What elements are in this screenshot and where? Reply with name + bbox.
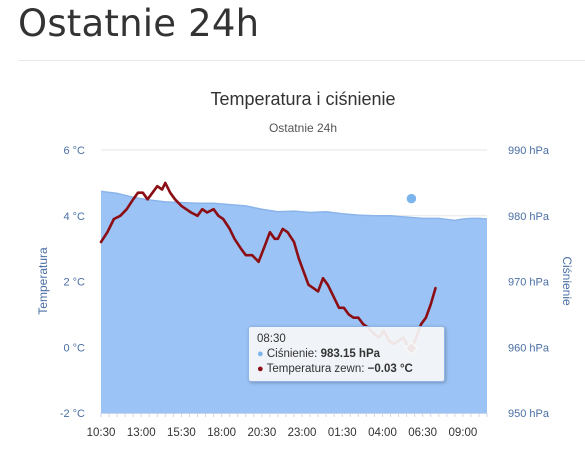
chart-subtitle: Ostatnie 24h — [269, 121, 337, 135]
x-tick-label: 20:30 — [247, 427, 276, 439]
y-right-tick-label: 970 hPa — [508, 277, 550, 289]
heading-divider — [18, 60, 585, 61]
pressure-hover-point — [405, 192, 418, 205]
axes: -2 °C 950 hPa 0 °C 960 hPa 2 °C 970 hPa 4 °C 98… — [60, 145, 550, 439]
y-axis-right-title: Ciśnienie — [560, 256, 574, 306]
x-tick-label: 10:30 — [87, 427, 116, 439]
page-heading: Ostatnie 24h — [18, 2, 260, 45]
x-tick-label: 06:30 — [408, 427, 437, 439]
y-axis-left-title: Temperatura — [36, 247, 50, 315]
tooltip-pressure-label: Ciśnienie: — [266, 348, 318, 360]
tooltip-time: 08:30 — [257, 333, 286, 345]
x-tick-label: 13:00 — [127, 427, 156, 439]
x-tick-label: 23:00 — [288, 427, 317, 439]
x-tick-label: 15:30 — [167, 427, 196, 439]
y-left-tick-label: 6 °C — [63, 145, 85, 157]
x-tick-label: 01:30 — [328, 427, 357, 439]
x-tick-label: 18:00 — [207, 427, 236, 439]
y-left-tick-label: 0 °C — [63, 342, 85, 354]
y-left-tick-label: 4 °C — [63, 211, 85, 223]
x-tick-label: 04:00 — [368, 427, 397, 439]
y-left-tick-label: -2 °C — [60, 408, 85, 420]
data-tooltip: 08:30 ● Ciśnienie: 983.15 hPa ● Temperat… — [248, 326, 445, 382]
tooltip-pressure-row: ● Ciśnienie: 983.15 hPa — [257, 347, 436, 362]
y-right-tick-label: 980 hPa — [508, 211, 550, 223]
y-right-tick-label: 960 hPa — [508, 342, 550, 354]
y-left-tick-label: 2 °C — [63, 277, 85, 289]
pressure-line — [100, 190, 488, 222]
tooltip-pressure-value: 983.15 hPa — [320, 348, 381, 360]
temperature-legend-dot-icon: ● — [257, 363, 264, 375]
chart-title: Temperatura i ciśnienie — [210, 89, 395, 109]
tooltip-temperature-label: Temperatura zewn: — [266, 363, 365, 375]
y-right-tick-label: 990 hPa — [508, 145, 550, 157]
tooltip-temperature-row: ● Temperatura zewn: −0.03 °C — [257, 362, 436, 377]
y-right-tick-label: 950 hPa — [508, 408, 550, 420]
x-tick-label: 09:00 — [448, 427, 477, 439]
tooltip-temperature-value: −0.03 °C — [367, 363, 413, 375]
pressure-legend-dot-icon: ● — [257, 348, 264, 360]
